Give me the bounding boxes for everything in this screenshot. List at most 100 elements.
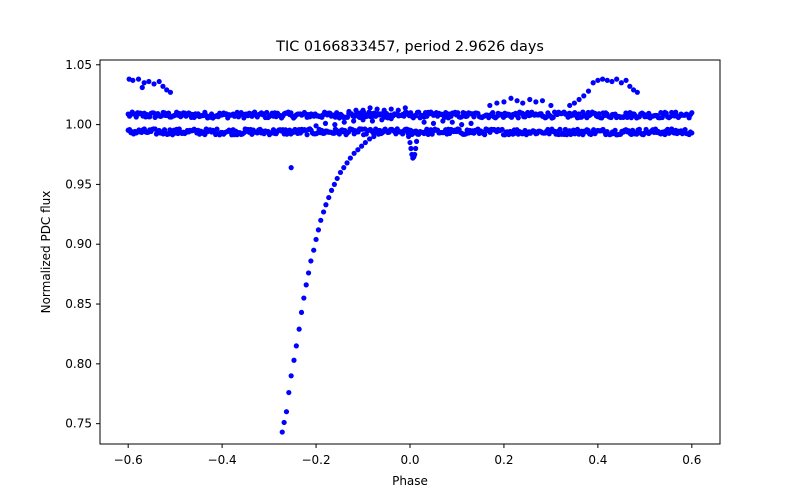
data-point xyxy=(353,107,359,113)
data-point xyxy=(313,236,319,243)
data-point xyxy=(609,78,615,85)
data-point xyxy=(360,117,366,123)
x-tick-label: −0.2 xyxy=(301,453,330,467)
data-point xyxy=(380,129,386,135)
data-point xyxy=(167,127,173,133)
x-axis-label: Phase xyxy=(392,474,428,488)
data-point xyxy=(405,133,412,140)
x-tick-label: 0.0 xyxy=(400,453,419,467)
data-point xyxy=(604,77,610,83)
data-point xyxy=(499,126,505,133)
x-tick-label: 0.2 xyxy=(494,453,513,467)
data-point xyxy=(455,110,461,116)
data-point xyxy=(141,80,147,86)
data-point xyxy=(408,145,414,152)
data-point xyxy=(341,165,347,171)
data-point xyxy=(388,106,394,112)
data-point xyxy=(490,110,496,116)
data-point xyxy=(430,120,437,126)
data-point xyxy=(371,133,377,140)
data-point xyxy=(514,98,520,104)
data-point xyxy=(308,258,314,264)
data-point xyxy=(323,202,329,208)
data-point xyxy=(293,343,299,349)
data-point xyxy=(313,123,319,129)
data-point xyxy=(494,100,500,106)
data-point xyxy=(596,111,602,117)
data-point xyxy=(374,106,380,112)
data-point xyxy=(487,102,493,109)
data-points xyxy=(125,76,695,435)
x-axis: −0.6 −0.4 −0.2 0.0 0.2 0.4 0.6 xyxy=(114,444,701,467)
data-point xyxy=(623,77,629,83)
data-point xyxy=(344,160,350,166)
data-point xyxy=(388,116,394,122)
data-point xyxy=(689,110,695,116)
data-point xyxy=(515,115,521,121)
data-point xyxy=(375,131,382,137)
data-point xyxy=(337,169,344,176)
data-point xyxy=(689,130,695,136)
data-point xyxy=(160,83,166,89)
data-point xyxy=(288,165,294,171)
data-point xyxy=(334,175,340,182)
data-point xyxy=(291,357,297,363)
data-point xyxy=(381,107,387,113)
data-point xyxy=(304,132,310,138)
y-axis: 0.75 0.80 0.85 0.90 0.95 1.00 1.05 xyxy=(65,58,100,431)
y-tick-label: 0.90 xyxy=(65,237,92,251)
data-point xyxy=(355,147,361,153)
data-point xyxy=(618,80,624,86)
data-point xyxy=(264,109,270,116)
data-point xyxy=(468,120,474,126)
data-point xyxy=(557,126,563,132)
data-point xyxy=(167,89,174,95)
data-point xyxy=(634,89,640,95)
data-point xyxy=(151,81,157,87)
data-point xyxy=(627,83,633,89)
data-point xyxy=(459,122,465,128)
x-tick-label: 0.6 xyxy=(682,453,701,467)
data-point xyxy=(614,76,620,82)
data-point xyxy=(501,99,507,105)
x-tick-label: 0.4 xyxy=(588,453,607,467)
data-point xyxy=(508,95,514,101)
x-tick-label: −0.4 xyxy=(208,453,237,467)
data-point xyxy=(533,99,539,105)
data-point xyxy=(326,194,332,201)
data-point xyxy=(414,131,421,137)
data-point xyxy=(320,209,327,215)
data-point xyxy=(576,96,582,103)
data-point xyxy=(351,118,357,124)
data-point xyxy=(311,247,317,253)
data-point xyxy=(214,126,220,132)
data-point xyxy=(634,131,640,137)
data-point xyxy=(539,98,546,104)
data-point xyxy=(407,139,413,146)
data-point xyxy=(156,78,162,85)
data-point xyxy=(369,118,376,124)
data-point xyxy=(305,270,312,276)
data-point xyxy=(527,96,533,103)
data-point xyxy=(130,77,136,83)
y-tick-label: 0.85 xyxy=(65,297,92,311)
data-point xyxy=(288,373,294,379)
data-point xyxy=(346,108,352,115)
data-point xyxy=(303,282,309,288)
data-point xyxy=(402,105,408,111)
x-tick-label: −0.6 xyxy=(114,453,143,467)
data-point xyxy=(360,107,366,113)
data-point xyxy=(135,76,142,82)
data-point xyxy=(548,102,554,109)
data-point xyxy=(449,119,455,125)
data-point xyxy=(673,109,679,115)
data-point xyxy=(440,118,446,124)
y-tick-label: 1.05 xyxy=(65,58,92,72)
data-point xyxy=(315,227,322,233)
data-point xyxy=(595,77,601,83)
data-point xyxy=(412,151,418,158)
y-tick-label: 0.95 xyxy=(65,177,92,191)
data-point xyxy=(367,105,373,111)
